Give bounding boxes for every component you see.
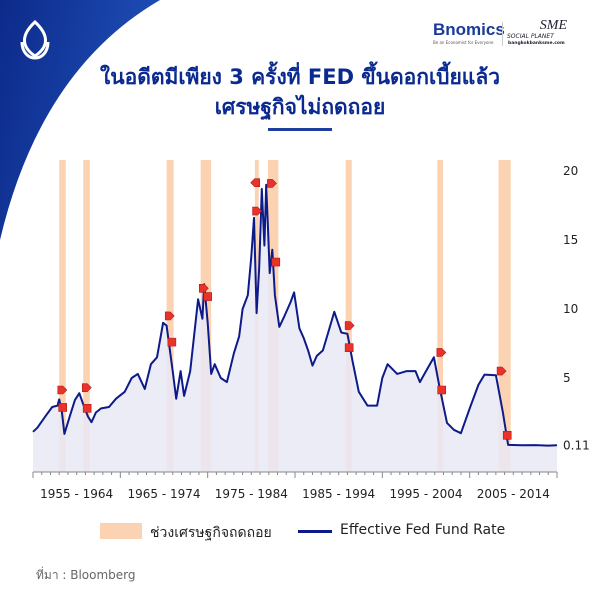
sme-logo-sub: SOCIAL PLANET (507, 33, 554, 40)
rate-marker-hike (164, 311, 175, 321)
recession-band (437, 160, 444, 472)
legend-swatch-recession (100, 523, 142, 539)
title-underline (268, 128, 332, 131)
y-tick-label: 5 (563, 371, 571, 385)
y-tick-label: 20 (563, 164, 578, 178)
rate-marker-cut (437, 385, 447, 395)
sme-logo-url: bangkokbanksme.com (508, 41, 565, 46)
logo-divider (502, 22, 503, 46)
legend-label-rate: Effective Fed Fund Rate (340, 522, 506, 538)
rate-marker-hike (57, 385, 68, 395)
x-tick-label: 1985 - 1994 (302, 487, 375, 501)
rate-marker-hike (199, 284, 209, 293)
rate-marker-hike (81, 383, 92, 392)
rate-marker-cut (58, 403, 67, 412)
legend-swatch-rate (298, 530, 332, 533)
rate-marker-hike (496, 366, 507, 376)
chart-legend: ช่วงเศรษฐกิจถดถอย Effective Fed Fund Rat… (0, 519, 600, 543)
series-line-fed-fund-rate (32, 183, 558, 447)
rate-marker-cut (502, 430, 512, 440)
source-note: ที่มา : Bloomberg (36, 568, 136, 582)
recession-band (498, 160, 511, 472)
rate-marker-cut (271, 257, 281, 267)
y-tick-label: 15 (563, 233, 578, 247)
y-tick-label: 0.11 (563, 438, 590, 452)
y-tick-label: 10 (563, 302, 578, 316)
page-title-line2: เศรษฐกิจไม่ถดถอย (214, 95, 386, 119)
rate-marker-cut (82, 404, 92, 413)
bnomics-tagline: Be an Economist for Everyone (433, 40, 494, 45)
bnomics-logo: Bnomics (433, 20, 505, 39)
recession-band (59, 160, 66, 472)
rate-marker-hike (436, 348, 447, 357)
bank-lotus-logo-icon (20, 19, 50, 60)
x-tick-label: 1975 - 1984 (215, 487, 288, 501)
x-tick-label: 1965 - 1974 (127, 487, 200, 501)
x-tick-label: 2005 - 2014 (477, 487, 550, 501)
legend-label-recession: ช่วงเศรษฐกิจถดถอย (150, 525, 272, 541)
rate-marker-cut (203, 292, 212, 301)
x-tick-label: 1995 - 2004 (389, 487, 462, 501)
rate-area-fill (33, 184, 557, 473)
x-tick-label: 1955 - 1964 (40, 487, 113, 501)
recession-band (345, 160, 352, 472)
rate-marker-hike (252, 206, 262, 216)
rate-marker-hike (344, 321, 355, 330)
rate-marker-cut (344, 343, 354, 352)
rate-marker-hike-left (250, 178, 260, 188)
rate-marker-hike (267, 179, 277, 188)
page-title-line1: ในอดีตมีเพียง 3 ครั้งที่ FED ขึ้นดอกเบี้… (99, 65, 500, 89)
recession-band (83, 160, 90, 472)
rate-marker-cut (167, 337, 177, 347)
sme-logo: SME (539, 18, 567, 33)
